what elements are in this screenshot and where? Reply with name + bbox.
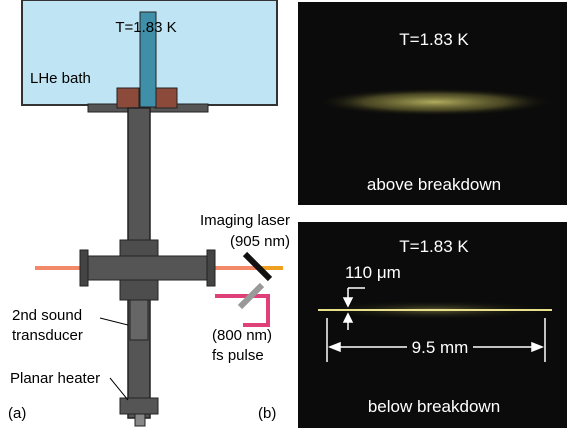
particle-cloud — [315, 88, 555, 116]
clamp — [155, 88, 177, 108]
temperature: T=1.83 K — [399, 30, 469, 49]
pulse-label: fs pulse — [212, 347, 264, 364]
fs-pulse-beam — [215, 296, 268, 325]
window-flange — [207, 250, 215, 286]
transducer-label: transducer — [12, 327, 83, 344]
laser-label: (905 nm) — [230, 233, 290, 250]
thickness-label: 110 μm — [345, 263, 401, 282]
pulse-label: (800 nm) — [212, 327, 272, 344]
caption: above breakdown — [367, 175, 501, 194]
laser-label: Imaging laser — [200, 212, 290, 229]
temperature: T=1.83 K — [115, 19, 176, 36]
heater-flange — [120, 398, 158, 414]
length-label: 9.5 mm — [412, 338, 469, 357]
clamp — [117, 88, 139, 108]
heater-wires — [135, 414, 145, 426]
window-flange — [80, 250, 88, 286]
cross-arm — [85, 256, 210, 280]
figure: T=1.83 K LHe bath Imaging laser (905 nm)… — [0, 0, 569, 432]
bath-label: LHe bath — [30, 70, 91, 87]
leader — [100, 318, 128, 325]
transducer-label: 2nd sound — [12, 307, 82, 324]
temperature: T=1.83 K — [399, 237, 469, 256]
heater-label: Planar heater — [10, 370, 100, 387]
panel-label: (a) — [8, 405, 26, 422]
panel-label: (b) — [258, 405, 276, 422]
caption: below breakdown — [368, 397, 500, 416]
leader — [110, 378, 128, 400]
transducer-body — [130, 300, 148, 340]
